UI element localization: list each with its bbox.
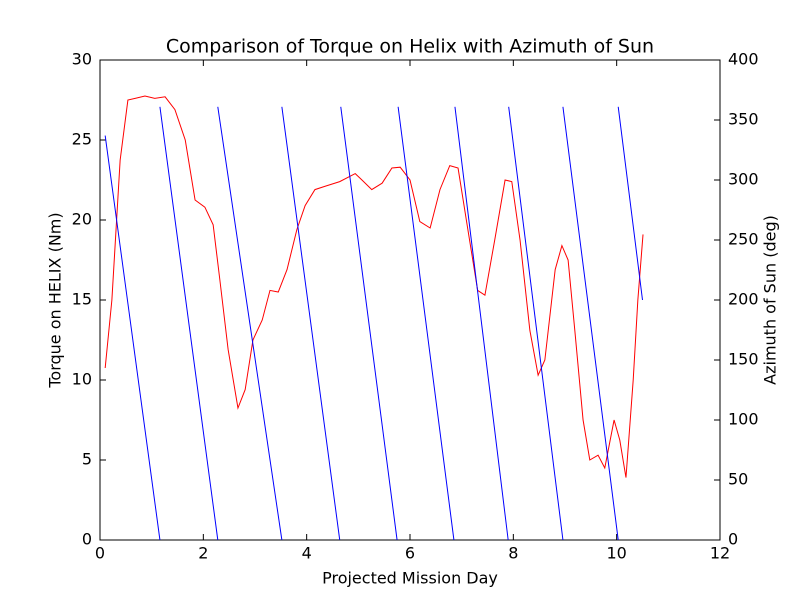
y-tick-label: 20	[72, 210, 92, 229]
y2-tick-label: 250	[728, 230, 759, 249]
y-tick-label: 0	[82, 530, 92, 549]
y-tick-label: 25	[72, 130, 92, 149]
y2-tick-label: 0	[728, 530, 738, 549]
y-tick-label: 30	[72, 50, 92, 69]
x-tick-label: 0	[95, 544, 105, 563]
x-tick-label: 10	[606, 544, 626, 563]
x-tick-label: 8	[508, 544, 518, 563]
y-tick-label: 10	[72, 370, 92, 389]
y2-tick-label: 400	[728, 50, 759, 69]
y-axis-label: Torque on HELIX (Nm)	[46, 212, 65, 388]
x-axis-label: Projected Mission Day	[322, 569, 498, 588]
y2-axis-label: Azimuth of Sun (deg)	[761, 215, 780, 385]
x-tick-label: 12	[710, 544, 730, 563]
data-line	[104, 95, 644, 478]
y-tick-label: 5	[82, 450, 92, 469]
y-tick-label: 15	[72, 290, 92, 309]
y2-tick-label: 350	[728, 110, 759, 129]
y2-tick-label: 100	[728, 410, 759, 429]
y2-tick-label: 300	[728, 170, 759, 189]
x-tick-label: 6	[405, 544, 415, 563]
x-tick-label: 2	[198, 544, 208, 563]
y2-tick-label: 150	[728, 350, 759, 369]
y2-tick-label: 200	[728, 290, 759, 309]
x-tick-label: 4	[302, 544, 312, 563]
chart-title: Comparison of Torque on Helix with Azimu…	[166, 36, 654, 58]
data-line	[104, 106, 643, 541]
y2-tick-label: 50	[728, 470, 748, 489]
